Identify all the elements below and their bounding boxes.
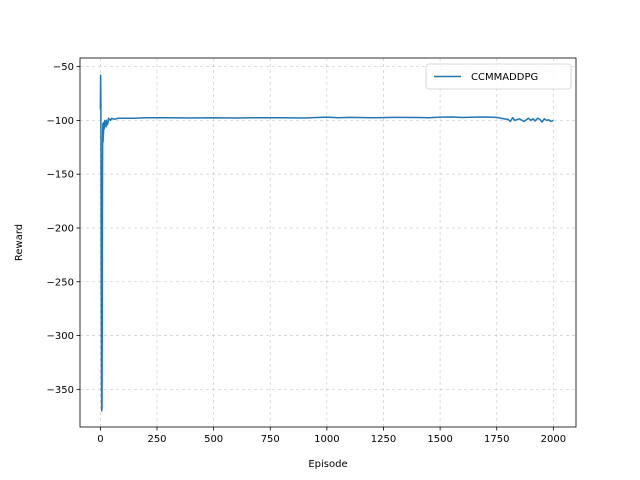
plot-frame: [79, 57, 577, 428]
grid-lines: [80, 58, 576, 427]
legend-box: [425, 63, 572, 90]
x-tick-label: 500: [204, 434, 223, 445]
series-lines: [99, 74, 554, 412]
x-tick-label: 0: [97, 434, 103, 445]
x-tick-label: 1250: [371, 434, 396, 445]
y-tick-label: −300: [47, 331, 74, 342]
x-tick-label: 750: [261, 434, 280, 445]
y-tick-label: −350: [47, 385, 74, 396]
y-tick-label: −100: [47, 116, 74, 127]
legend-label: CCMMADDPG: [471, 72, 538, 83]
y-tick-label: −150: [47, 170, 74, 181]
x-tick-label: 2000: [541, 434, 566, 445]
x-axis-label: Episode: [308, 459, 347, 470]
y-tick-label: −250: [47, 277, 74, 288]
y-tick-label: −200: [47, 223, 74, 234]
x-tick-label: 1750: [484, 434, 509, 445]
legend: CCMMADDPG: [425, 63, 572, 90]
x-tick-label: 1500: [427, 434, 452, 445]
x-axis-ticks: 0 250 500 750 1000 1250 1500 1750 2000: [97, 427, 566, 445]
y-axis-label: Reward: [14, 224, 25, 261]
series-line: [99, 74, 554, 412]
y-tick-label: −50: [53, 62, 74, 73]
x-tick-label: 250: [147, 434, 166, 445]
x-tick-label: 1000: [314, 434, 339, 445]
y-axis-ticks: −50 −100 −150 −200 −250 −300 −350: [47, 62, 80, 396]
